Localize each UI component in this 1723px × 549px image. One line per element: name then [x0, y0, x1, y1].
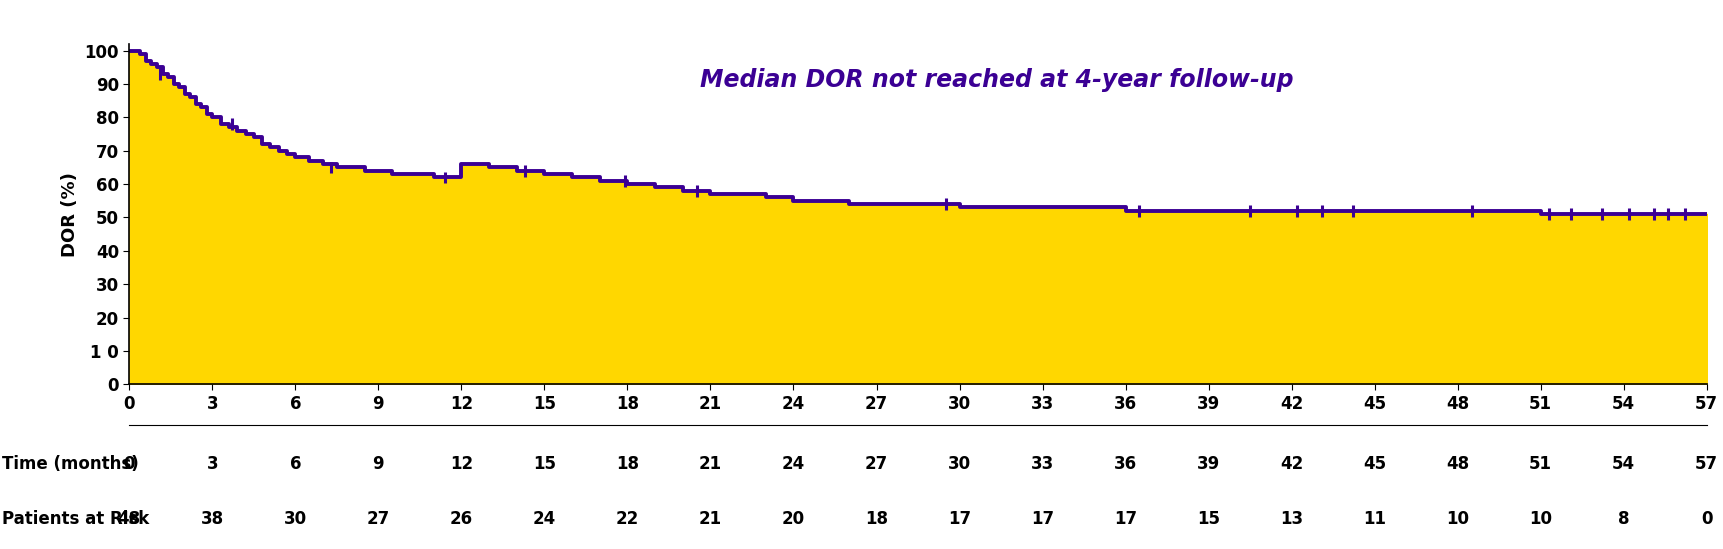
Text: 21: 21	[698, 510, 722, 528]
Text: 48: 48	[117, 510, 141, 528]
Text: 9: 9	[372, 455, 384, 473]
Text: 33: 33	[1030, 455, 1053, 473]
Text: 18: 18	[865, 510, 887, 528]
Text: 27: 27	[865, 455, 887, 473]
Text: 15: 15	[1196, 510, 1220, 528]
Text: 30: 30	[284, 510, 307, 528]
Text: 30: 30	[948, 455, 970, 473]
Text: 15: 15	[532, 455, 555, 473]
Text: 0: 0	[1701, 510, 1711, 528]
Text: 24: 24	[532, 510, 557, 528]
Text: 17: 17	[948, 510, 970, 528]
Y-axis label: DOR (%): DOR (%)	[60, 172, 79, 256]
Text: 36: 36	[1113, 455, 1137, 473]
Text: 26: 26	[450, 510, 472, 528]
Text: 17: 17	[1113, 510, 1137, 528]
Text: 42: 42	[1278, 455, 1303, 473]
Text: 11: 11	[1363, 510, 1385, 528]
Text: 39: 39	[1196, 455, 1220, 473]
Text: Median DOR not reached at 4-year follow-up: Median DOR not reached at 4-year follow-…	[700, 68, 1292, 92]
Text: 12: 12	[450, 455, 472, 473]
Text: Time (months): Time (months)	[2, 455, 138, 473]
Text: 6: 6	[289, 455, 302, 473]
Text: 24: 24	[782, 455, 805, 473]
Text: 48: 48	[1446, 455, 1468, 473]
Text: 18: 18	[615, 455, 639, 473]
Text: 10: 10	[1528, 510, 1551, 528]
Text: Patients at Risk: Patients at Risk	[2, 510, 148, 528]
Text: 21: 21	[698, 455, 722, 473]
Text: 17: 17	[1030, 510, 1053, 528]
Text: 20: 20	[782, 510, 805, 528]
Text: 51: 51	[1528, 455, 1551, 473]
Text: 0: 0	[124, 455, 134, 473]
Text: 54: 54	[1611, 455, 1635, 473]
Text: 13: 13	[1280, 510, 1303, 528]
Text: 3: 3	[207, 455, 219, 473]
Text: 8: 8	[1618, 510, 1628, 528]
Text: 38: 38	[200, 510, 224, 528]
Text: 22: 22	[615, 510, 639, 528]
Text: 57: 57	[1694, 455, 1718, 473]
Text: 45: 45	[1363, 455, 1385, 473]
Text: 10: 10	[1446, 510, 1468, 528]
Text: 27: 27	[367, 510, 389, 528]
